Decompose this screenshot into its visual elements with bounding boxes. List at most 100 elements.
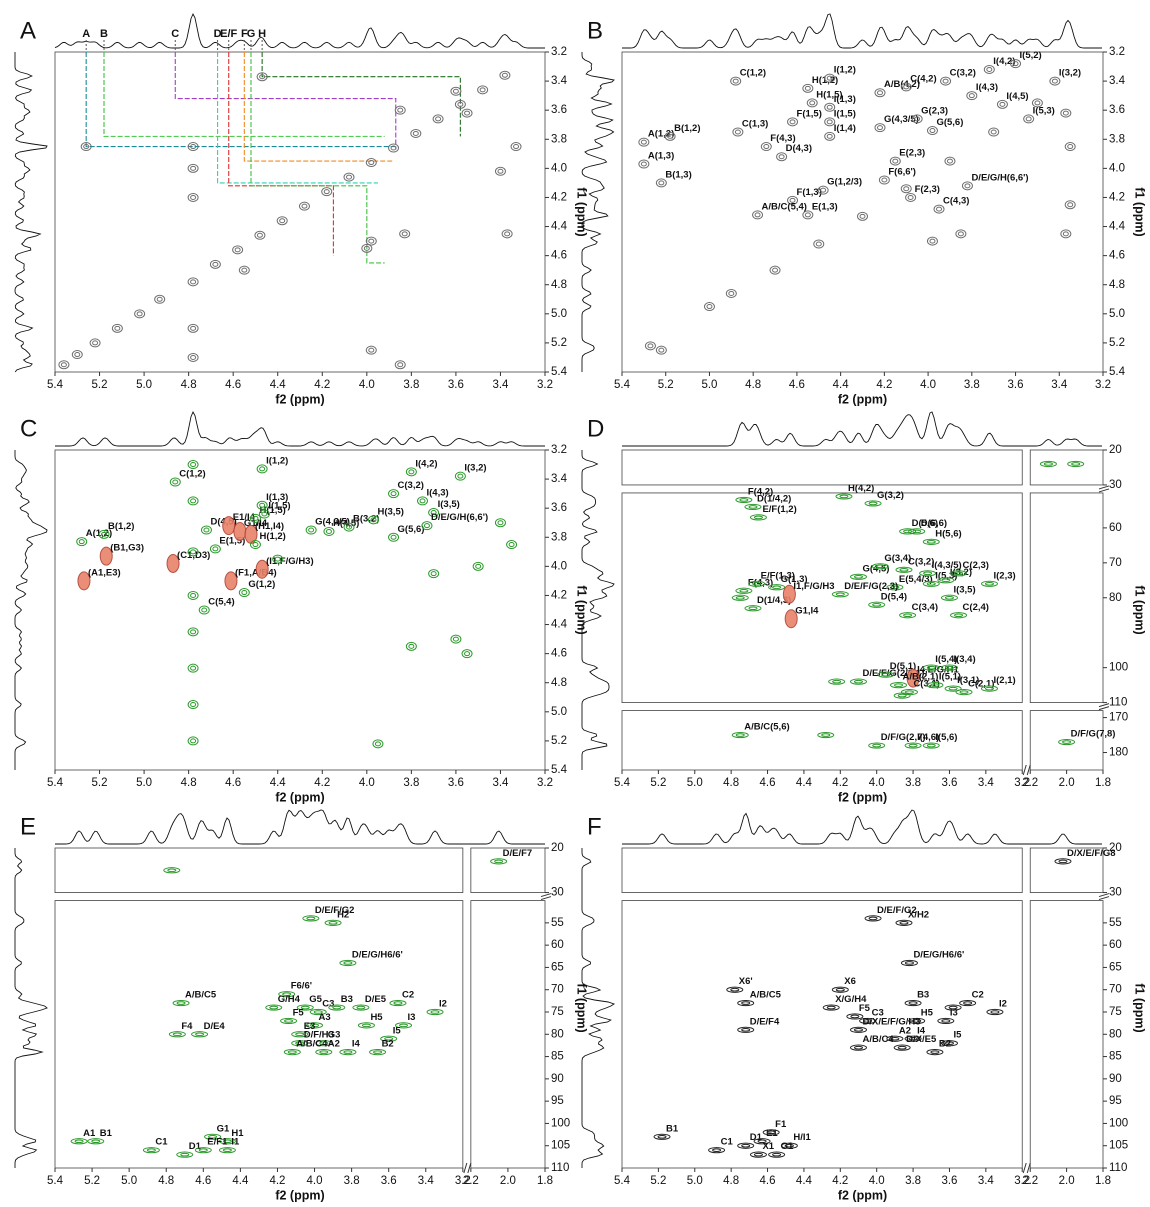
projection-f1 (581, 450, 615, 770)
projection-f2 (55, 410, 545, 447)
cross-peak-core (252, 542, 259, 548)
cross-peak (328, 1004, 346, 1011)
cross-peak-core (222, 1139, 232, 1144)
cross-peak (959, 999, 977, 1007)
cross-peak (859, 1017, 877, 1025)
cross-peak (744, 605, 762, 612)
peak-label: G/H4 (278, 994, 301, 1005)
cross-peak (737, 1142, 755, 1149)
cross-peak (944, 685, 962, 692)
cross-peak-core (890, 585, 900, 590)
x-tick-label: 4.8 (158, 1175, 174, 1187)
cross-peak (450, 634, 462, 644)
x-tick-label: 4.0 (359, 379, 375, 391)
cross-peak (980, 580, 998, 587)
cross-peak (940, 76, 952, 86)
cross-peak-core (739, 498, 749, 502)
cross-peak-core (156, 296, 163, 302)
cross-peak-core (929, 238, 936, 244)
peak-label: G(5,6) (398, 524, 425, 535)
y-tick-label: 4.2 (551, 589, 567, 601)
cross-peak-core (954, 613, 964, 618)
y-tick-label: 105 (551, 1140, 570, 1152)
cross-peak-core (897, 1045, 907, 1050)
x-tick-label: 5.2 (84, 1175, 100, 1187)
peak-label: H5 (921, 1007, 934, 1018)
y-tick-label: 60 (551, 939, 564, 951)
cross-peak (450, 86, 462, 96)
cross-peak-core (300, 1005, 310, 1010)
y-tick-label: 55 (1109, 917, 1122, 929)
peak-label: C(3,2) (908, 556, 934, 567)
cross-peak (70, 1138, 88, 1145)
cross-peak-core (319, 1041, 329, 1045)
y-tick-label: 5.2 (551, 337, 567, 349)
cross-peak (200, 525, 212, 535)
x-tick-label: 3.4 (1051, 379, 1068, 391)
peak-label: D/E5 (365, 994, 387, 1005)
cross-peak (996, 99, 1008, 109)
cross-peak (762, 1129, 780, 1136)
cross-peak (768, 584, 786, 591)
cross-peak-core (872, 602, 882, 607)
cross-peak-core (306, 916, 316, 921)
x-axis-title: f2 (ppm) (838, 392, 887, 406)
plot-frame (470, 900, 546, 1169)
correlation-trace (217, 52, 378, 184)
cross-peak (291, 1031, 309, 1038)
cross-peak (204, 1133, 222, 1140)
x-tick-label: 5.0 (136, 379, 152, 391)
y-tick-label: 4.4 (551, 619, 568, 631)
cross-peak (644, 341, 656, 351)
cross-peak (955, 689, 973, 696)
cross-peak (187, 547, 199, 557)
peak-label: H(1,5) (259, 505, 285, 516)
cross-peak (908, 1017, 926, 1025)
cross-peak (176, 1151, 194, 1158)
correlation-trace (174, 52, 397, 150)
peak-label: A/B/C(5,4) (762, 201, 807, 212)
cross-peak-core (712, 1148, 722, 1152)
x-tick-label: 5.0 (687, 777, 703, 789)
cross-peak-core (730, 987, 740, 992)
cross-peak (787, 195, 799, 205)
cross-peak-core (259, 466, 266, 472)
peak-label: A/B/C5 (750, 990, 782, 1001)
cross-peak (895, 919, 913, 926)
peak-label: H(4,2) (848, 483, 874, 494)
cross-peak (249, 513, 261, 523)
peak-label: C(3,2) (398, 480, 424, 491)
cross-peak-core (373, 1050, 383, 1054)
peak-label: G(1,2/3) (827, 177, 862, 188)
cross-peak-core (190, 549, 197, 555)
cross-peak-core (501, 72, 508, 78)
y-tick-label: 3.2 (551, 444, 567, 456)
peak-label: I2 (439, 999, 447, 1010)
y-tick-label: 3.2 (551, 46, 567, 58)
cross-peak (369, 1049, 387, 1056)
cross-peak (169, 477, 181, 487)
cross-peak-core (908, 1036, 918, 1041)
cross-peak (749, 1151, 767, 1158)
cross-peak (787, 117, 799, 127)
cross-peak (194, 1147, 212, 1154)
cross-peak-core (1071, 462, 1081, 466)
peak-label: B(1,2) (674, 123, 700, 134)
cross-peak-core (295, 1032, 305, 1037)
cross-peak-core (1012, 61, 1019, 67)
cross-peak-core (457, 101, 464, 107)
peak-label: X6' (739, 976, 753, 987)
x-tick-label: 3.2 (537, 777, 553, 789)
cross-peak (1064, 200, 1076, 210)
y-tick-label: 4.2 (551, 191, 567, 203)
cross-peak-core (390, 145, 397, 151)
cross-peak-core (176, 1001, 186, 1005)
cross-peak-core (753, 1152, 763, 1157)
y-tick-label: 110 (1109, 697, 1127, 709)
x-tick-label: 3.6 (381, 1175, 397, 1187)
cross-peak (111, 323, 123, 333)
peak-label: G(2,3) (921, 105, 948, 116)
cross-peak (315, 1049, 333, 1056)
peak-label: H1 (231, 1128, 244, 1139)
peak-label: B1 (100, 1128, 113, 1139)
